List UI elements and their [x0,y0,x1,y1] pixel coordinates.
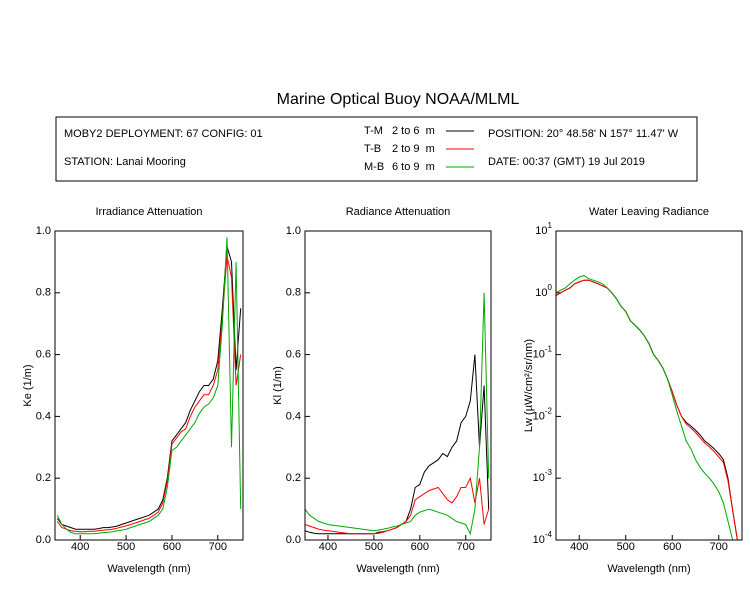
chart-title: Radiance Attenuation [346,206,451,218]
series-line [556,279,738,540]
series-line [305,354,490,535]
legend-depth: 2 to 9 m [392,143,435,155]
y-tick-label: 10-2 [533,407,553,423]
y-tick-label: 0.8 [286,287,301,299]
y-tick-label: 0.4 [286,410,301,422]
legend-name: T-M [364,125,383,137]
x-tick-label: 600 [663,541,681,553]
x-tick-label: 400 [71,541,89,553]
series-line [305,476,490,535]
position: POSITION: 20° 48.58' N 157° 11.47' W [488,128,679,140]
y-tick-base: 10 [533,349,545,361]
y-tick-label: 0.6 [286,349,301,361]
x-tick-label: 400 [319,541,337,553]
y-tick-base: 10 [533,472,545,484]
y-axis-label: Kl (1/m) [272,366,284,405]
chart-title: Water Leaving Radiance [589,206,709,218]
x-tick-label: 400 [570,541,588,553]
y-tick-base: 10 [533,534,545,546]
y-tick-label: 10-4 [533,530,553,546]
legend-name: M-B [364,161,384,173]
page-title: Marine Optical Buoy NOAA/MLML [277,91,520,108]
y-tick-exp: -1 [545,345,553,354]
series-line [556,275,738,540]
x-tick-label: 700 [710,541,728,553]
series-line [56,237,242,535]
y-tick-base: 10 [535,287,547,299]
y-tick-exp: -2 [545,407,553,416]
y-tick-label: 0.0 [286,534,301,546]
y-tick-label: 0.0 [36,534,51,546]
plot-frame [304,230,492,541]
y-tick-base: 10 [533,410,545,422]
x-axis-label: Wavelength (nm) [356,563,439,575]
y-tick-label: 10-3 [533,468,553,484]
series-line [56,255,242,533]
y-tick-label: 0.2 [286,472,301,484]
x-tick-label: 500 [617,541,635,553]
deployment: MOBY2 DEPLOYMENT: 67 CONFIG: 01 [64,128,263,140]
y-tick-label: 100 [535,283,552,299]
y-tick-base: 10 [535,225,547,237]
y-tick-label: 10-1 [533,345,553,361]
x-tick-label: 700 [457,541,475,553]
x-axis-label: Wavelength (nm) [607,563,690,575]
x-tick-label: 700 [209,541,227,553]
y-tick-exp: 0 [548,283,553,292]
series-line [556,279,738,540]
y-tick-label: 0.8 [36,287,51,299]
y-tick-label: 1.0 [286,225,301,237]
y-tick-label: 0.2 [36,472,51,484]
x-tick-label: 600 [163,541,181,553]
y-tick-label: 1.0 [36,225,51,237]
y-tick-exp: -3 [545,468,553,477]
legend-depth: 2 to 6 m [392,125,435,137]
x-axis-label: Wavelength (nm) [107,563,190,575]
date: DATE: 00:37 (GMT) 19 Jul 2019 [488,156,645,168]
y-tick-label: 101 [535,221,552,237]
y-tick-exp: -4 [545,530,553,539]
x-tick-label: 600 [411,541,429,553]
x-tick-label: 500 [117,541,135,553]
chart-title: Irradiance Attenuation [95,206,202,218]
series-line [305,292,490,536]
x-tick-label: 500 [365,541,383,553]
info-box [55,116,698,182]
y-tick-label: 0.4 [36,410,51,422]
y-tick-label: 0.6 [36,349,51,361]
y-tick-exp: 1 [548,221,553,230]
legend-depth: 6 to 9 m [392,161,435,173]
series-line [56,246,242,530]
y-axis-label: Lw (µW/cm²/sr/nm) [523,339,535,432]
station: STATION: Lanai Mooring [64,156,186,168]
legend-name: T-B [364,143,381,155]
plot-frame [54,230,244,541]
plot-frame [555,230,743,541]
y-axis-label: Ke (1/m) [22,364,34,406]
